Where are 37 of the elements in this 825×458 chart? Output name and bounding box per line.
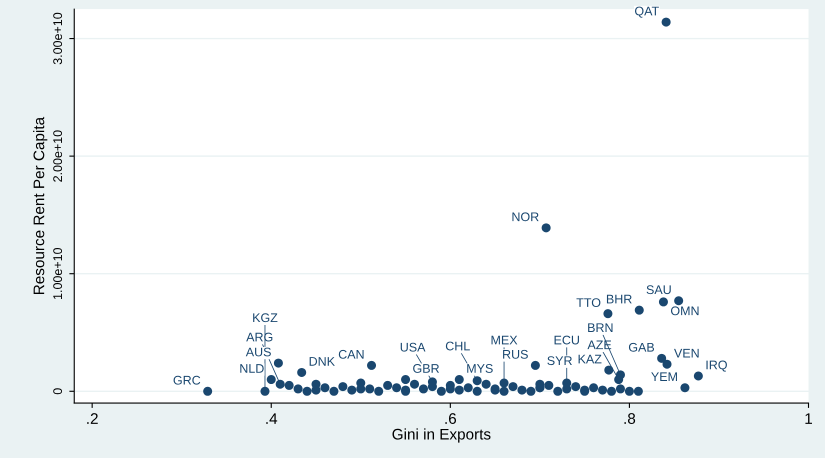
annotation: DNK — [310, 357, 335, 366]
annotation: KAZ — [578, 354, 602, 364]
annotation: NOR — [512, 212, 539, 222]
x-tick-label: 1 — [805, 413, 812, 424]
x-axis-title: Gini in Exports — [392, 428, 490, 443]
x-tick-label: .4 — [266, 413, 278, 424]
annotation: YEM — [651, 372, 677, 381]
x-tick-label: .2 — [87, 413, 98, 424]
annotation: KGZ — [253, 313, 278, 322]
annotation: USA — [400, 342, 426, 352]
annotation: SYR — [547, 356, 572, 366]
annotation: MYS — [467, 364, 493, 373]
y-tick-label: 0 — [53, 388, 62, 394]
annotation: ECU — [554, 336, 579, 344]
annotation: CHL — [446, 342, 470, 350]
annotation: OMN — [670, 306, 699, 316]
annotation: VEN — [674, 348, 699, 358]
annotation: SAU — [646, 285, 671, 294]
x-tick-label: .6 — [445, 413, 456, 424]
annotation: MEX — [492, 336, 518, 344]
annotation: GBR — [413, 364, 440, 373]
annotation: BHR — [606, 294, 632, 304]
y-tick-label: 1.00e+10 — [53, 248, 62, 299]
annotation: AUS — [246, 348, 271, 356]
annotation: GAB — [628, 342, 654, 352]
annotation: QAT — [635, 6, 659, 18]
y-axis-title: Resource Rent Per Capita — [33, 116, 48, 294]
annotation: GRC — [174, 376, 200, 385]
y-tick-label: 3.00e+10 — [53, 12, 62, 64]
annotation: NLD — [240, 364, 264, 373]
annotation: RUS — [503, 350, 528, 359]
annotation: TTO — [576, 298, 600, 308]
x-tick-label: .8 — [624, 413, 636, 424]
y-tick-label: 2.00e+10 — [53, 130, 62, 182]
annotation: CAN — [338, 350, 364, 359]
annotation: BRN — [588, 323, 612, 332]
annotation: IRQ — [706, 360, 727, 372]
